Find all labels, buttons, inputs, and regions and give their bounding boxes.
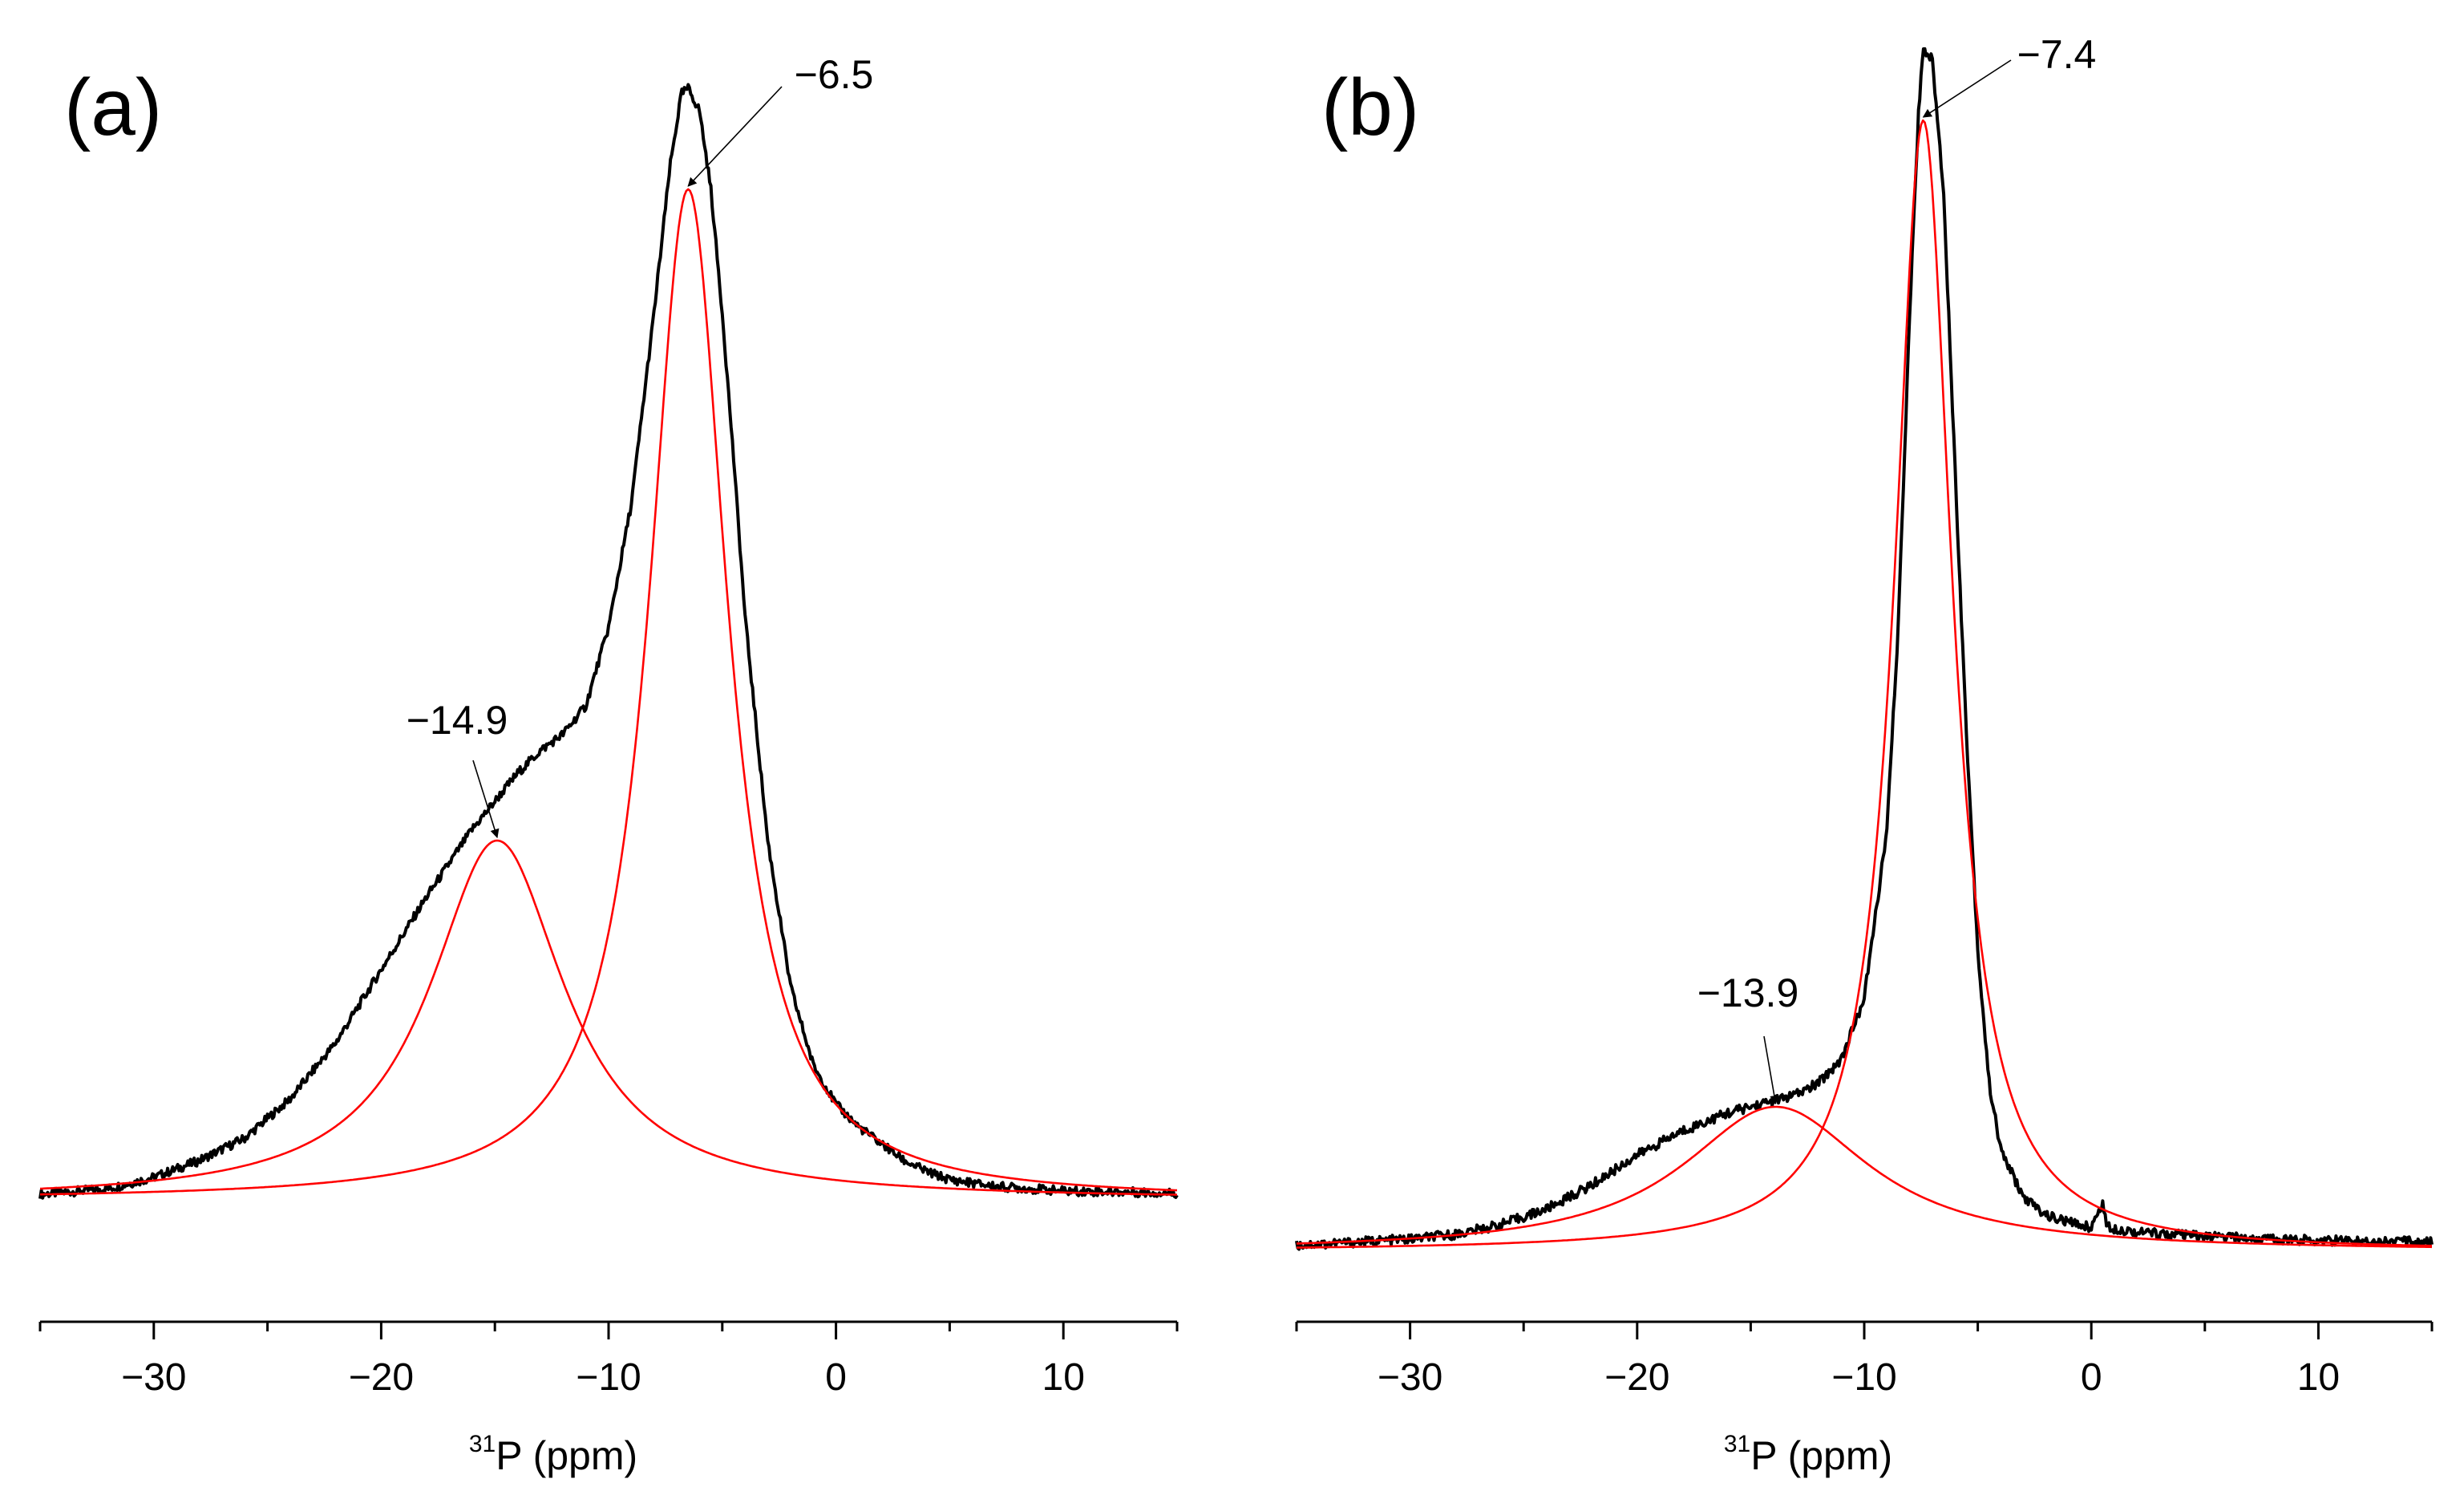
- panel-b-plot: −30 −20 −10 0 10 −7.4 −13.9: [1295, 32, 2434, 1399]
- panel-b-annotation-arrow: [1763, 1035, 1779, 1105]
- panel-a: (a) −30 −20 −10 0 10 −6.5 −14.9 31P (ppm): [38, 52, 1179, 1478]
- panel-b-tick-label: 10: [2297, 1356, 2340, 1399]
- panel-a-label: (a): [64, 63, 162, 152]
- panel-a-annotation-label: −6.5: [795, 52, 874, 97]
- panel-b: (b) −30 −20 −10 0 10 −7.4 −13.9 31P (ppm): [1295, 32, 2434, 1478]
- panel-a-tick-label: 0: [825, 1356, 847, 1399]
- panel-b-x-axis-superscript: 31: [1724, 1431, 1750, 1457]
- panel-b-fit-component-1: [1296, 119, 2433, 1249]
- panel-b-fit-component-2: [1297, 1105, 2433, 1249]
- panel-b-annotation-arrow: [1922, 59, 2012, 118]
- panel-b-annotation-label: −13.9: [1697, 970, 1799, 1015]
- panel-b-annotation-label: −7.4: [2017, 32, 2097, 77]
- panel-a-tick-label: −10: [576, 1356, 641, 1399]
- panel-b-tick-label: −20: [1604, 1356, 1669, 1399]
- panel-a-x-axis-title: 31P (ppm): [469, 1431, 637, 1478]
- panel-b-label: (b): [1321, 63, 1419, 152]
- panel-a-x-axis-superscript: 31: [469, 1431, 496, 1457]
- panel-a-tick-label: −20: [349, 1356, 414, 1399]
- panel-a-annotation-arrow: [472, 760, 500, 839]
- panel-a-experimental-spectrum: [38, 83, 1179, 1200]
- panel-a-tick-label: −30: [121, 1356, 186, 1399]
- panel-a-fit-component-1: [40, 188, 1178, 1196]
- panel-a-annotation-arrow: [687, 86, 783, 187]
- panel-a-tick-label: 10: [1042, 1356, 1085, 1399]
- panel-b-experimental-spectrum: [1295, 47, 2434, 1251]
- panel-a-annotation-label: −14.9: [407, 698, 508, 743]
- panel-b-tick-label: −10: [1831, 1356, 1896, 1399]
- panel-b-tick-label: −30: [1378, 1356, 1442, 1399]
- panel-a-x-axis-label: P (ppm): [496, 1433, 637, 1478]
- panel-b-x-axis-label: P (ppm): [1750, 1433, 1892, 1478]
- panel-a-plot: −30 −20 −10 0 10 −6.5 −14.9: [38, 52, 1179, 1399]
- panel-a-fit-component-2: [39, 839, 1177, 1196]
- panel-b-tick-label: 0: [2081, 1356, 2102, 1399]
- panel-b-x-axis-title: 31P (ppm): [1724, 1431, 1892, 1478]
